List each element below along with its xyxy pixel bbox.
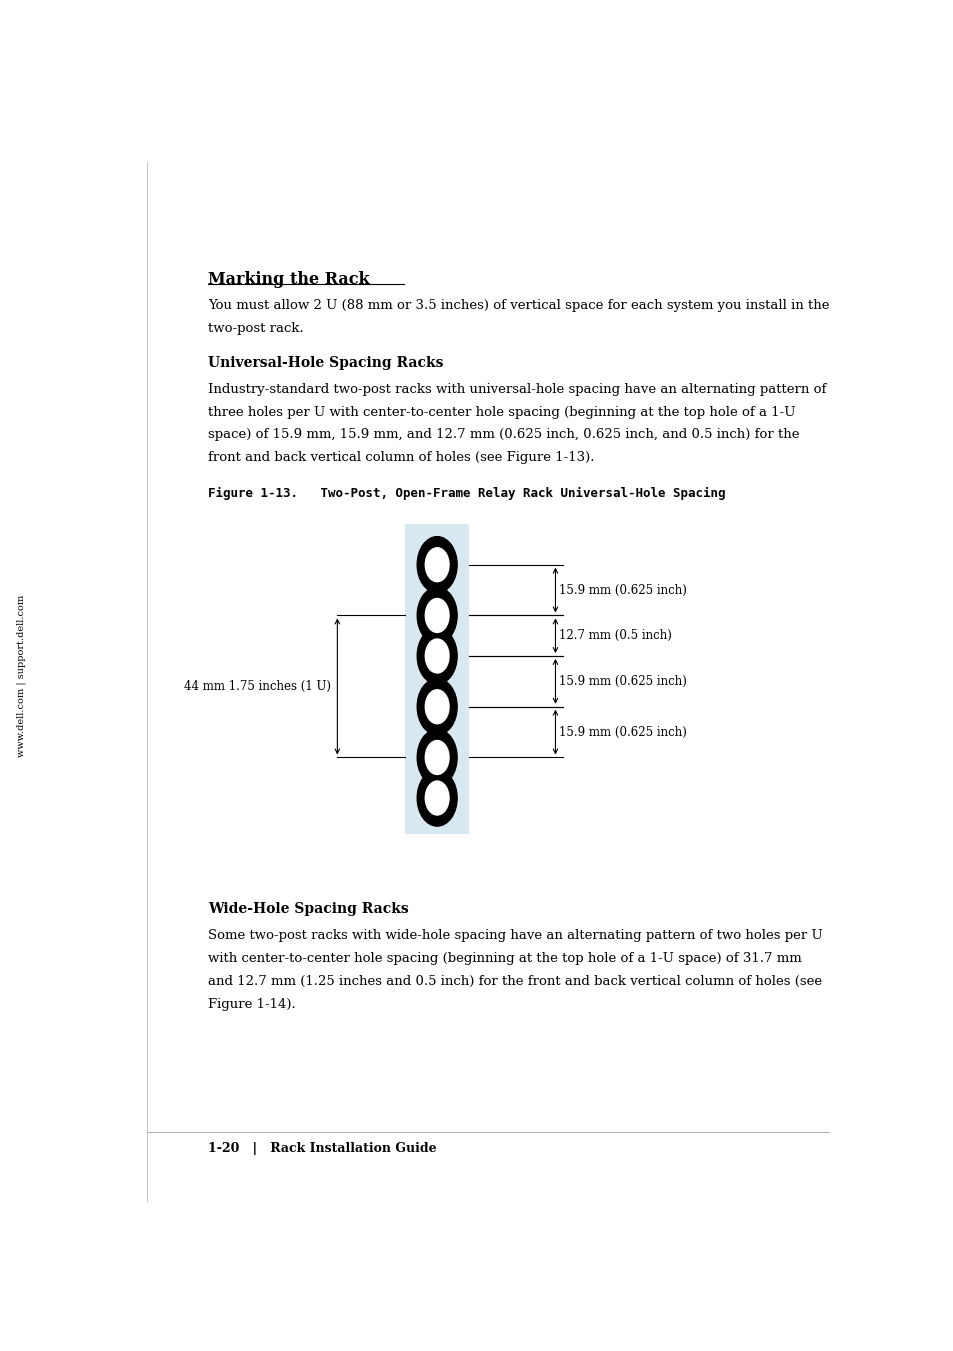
Text: Figure 1-13.   Two-Post, Open-Frame Relay Rack Universal-Hole Spacing: Figure 1-13. Two-Post, Open-Frame Relay … (208, 486, 724, 500)
Circle shape (416, 770, 456, 825)
Text: Some two-post racks with wide-hole spacing have an alternating pattern of two ho: Some two-post racks with wide-hole spaci… (208, 929, 821, 942)
Text: 44 mm 1.75 inches (1 U): 44 mm 1.75 inches (1 U) (184, 680, 331, 693)
Circle shape (424, 781, 449, 816)
Text: and 12.7 mm (1.25 inches and 0.5 inch) for the front and back vertical column of: and 12.7 mm (1.25 inches and 0.5 inch) f… (208, 975, 821, 988)
Circle shape (424, 547, 449, 582)
Text: front and back vertical column of holes (see Figure 1-13).: front and back vertical column of holes … (208, 451, 594, 465)
Text: Marking the Rack: Marking the Rack (208, 272, 369, 288)
Circle shape (416, 678, 456, 735)
Text: Industry-standard two-post racks with universal-hole spacing have an alternating: Industry-standard two-post racks with un… (208, 382, 825, 396)
Text: space) of 15.9 mm, 15.9 mm, and 12.7 mm (0.625 inch, 0.625 inch, and 0.5 inch) f: space) of 15.9 mm, 15.9 mm, and 12.7 mm … (208, 428, 799, 442)
Circle shape (424, 597, 449, 634)
Circle shape (424, 689, 449, 724)
Circle shape (416, 628, 456, 684)
Text: with center-to-center hole spacing (beginning at the top hole of a 1-U space) of: with center-to-center hole spacing (begi… (208, 952, 801, 965)
Circle shape (416, 588, 456, 643)
Circle shape (424, 740, 449, 775)
Text: Figure 1-14).: Figure 1-14). (208, 998, 295, 1011)
Text: 12.7 mm (0.5 inch): 12.7 mm (0.5 inch) (558, 630, 671, 642)
Text: 1-20   |   Rack Installation Guide: 1-20 | Rack Installation Guide (208, 1142, 436, 1155)
Text: 15.9 mm (0.625 inch): 15.9 mm (0.625 inch) (558, 725, 686, 739)
Circle shape (416, 536, 456, 593)
Text: two-post rack.: two-post rack. (208, 323, 303, 335)
Circle shape (424, 638, 449, 674)
FancyBboxPatch shape (405, 524, 469, 835)
Text: 15.9 mm (0.625 inch): 15.9 mm (0.625 inch) (558, 676, 686, 688)
Text: Wide-Hole Spacing Racks: Wide-Hole Spacing Racks (208, 902, 408, 916)
Text: three holes per U with center-to-center hole spacing (beginning at the top hole : three holes per U with center-to-center … (208, 405, 795, 419)
Text: www.dell.com | support.dell.com: www.dell.com | support.dell.com (16, 594, 26, 757)
Text: 15.9 mm (0.625 inch): 15.9 mm (0.625 inch) (558, 584, 686, 597)
Text: You must allow 2 U (88 mm or 3.5 inches) of vertical space for each system you i: You must allow 2 U (88 mm or 3.5 inches)… (208, 300, 828, 312)
Text: Universal-Hole Spacing Racks: Universal-Hole Spacing Racks (208, 355, 443, 370)
Circle shape (416, 730, 456, 785)
